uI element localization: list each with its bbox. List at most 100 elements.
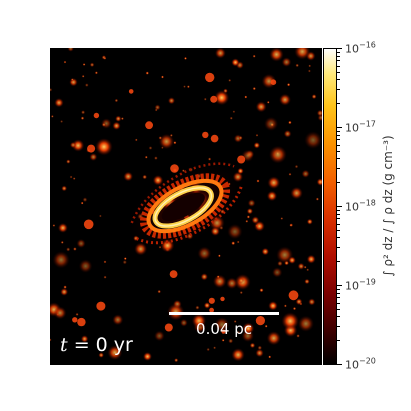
gas-clump [128,89,134,94]
gas-clump [60,240,64,244]
density-map-image [50,48,322,363]
gas-clump [304,278,310,285]
colorbar-tick [337,364,342,365]
gas-clump [255,133,259,137]
gas-clump [214,48,226,59]
gas-clump [216,275,220,279]
gas-clump [221,329,226,334]
gas-clump [197,246,212,261]
gas-clump [316,178,322,186]
gas-clump [288,120,292,125]
gas-clump [256,179,260,183]
gas-clump [184,56,187,60]
time-value: = 0 yr [73,334,133,356]
gas-clump [205,72,215,83]
gas-clump [123,171,134,182]
gas-clump [71,139,85,152]
gas-clump [143,352,152,361]
gas-clump [267,176,281,190]
gas-clump [191,313,207,328]
gas-clump [94,71,98,75]
gas-clump [303,265,307,269]
colorbar-minor-tick [337,308,340,310]
gas-clump [83,219,94,230]
central-disk [127,162,244,248]
gas-clump [233,320,237,323]
colorbar-minor-tick [337,288,340,290]
gas-clump [103,260,107,264]
gas-clump [307,69,311,73]
gas-clump [288,172,292,176]
gas-clump [214,317,230,332]
colorbar-minor-tick [337,144,340,146]
gas-clump [161,146,164,150]
colorbar-tick [337,127,342,128]
gas-clump [103,275,107,279]
gas-clump [180,318,188,327]
scale-bar-label: 0.04 pc [196,320,252,338]
gas-clump [142,174,148,180]
gas-clump [245,219,249,223]
colorbar-minor-tick [337,139,340,141]
gas-clump [98,352,104,358]
gas-clump [70,78,74,81]
gas-clump [272,267,283,278]
gas-clump [268,301,278,311]
gas-clump [60,120,64,123]
gas-clump [246,215,251,219]
gas-clump [183,85,186,88]
gas-clump [261,247,270,256]
gas-clump [154,108,158,112]
gas-clump [95,138,113,156]
gas-clump [281,57,292,67]
gas-clump [173,141,177,145]
gas-clump [145,71,149,75]
gas-clump [238,277,245,284]
gas-clump [61,185,68,192]
gas-clump [158,136,163,140]
gas-clump [283,129,292,138]
colorbar-minor-tick [337,89,340,91]
time-symbol: t [60,334,68,356]
gas-clump [264,324,268,328]
colorbar-tick-label: 10−16 [345,40,376,56]
gas-clump [52,224,56,227]
gas-clump [255,348,264,358]
gas-clump [96,301,106,311]
gas-clump [89,62,95,68]
gas-clump [207,157,212,161]
gas-clump [107,345,123,360]
gas-clump [297,315,314,332]
colorbar-tick-label: 10−20 [345,356,376,372]
gas-clump [154,330,165,342]
gas-clump [315,197,319,201]
gas-clump [103,56,107,60]
colorbar [323,48,337,365]
gas-clump [308,298,316,306]
gas-clump [75,312,79,316]
gas-clump [241,329,254,342]
colorbar-minor-tick [337,213,340,215]
colorbar-minor-tick [337,60,340,62]
gas-clump [252,86,256,91]
gas-clump [294,48,311,60]
colorbar-minor-tick [337,292,340,294]
colorbar-minor-tick [337,247,340,249]
gas-clump [264,116,279,131]
gas-clump [255,316,265,326]
colorbar-title: ∫ ρ² dz / ∫ ρ dz (g cm⁻³) [381,135,395,277]
colorbar-tick [337,48,342,49]
gas-clump [169,270,178,278]
gas-clump [120,117,124,121]
gas-clump [218,254,221,258]
gas-clump [69,175,73,179]
colorbar-minor-tick [337,223,340,225]
gas-clump [115,115,122,122]
gas-clump [209,307,215,313]
gas-clump [221,338,225,342]
colorbar-minor-tick [337,297,340,299]
gas-clump [203,302,211,309]
gas-clump [82,63,86,66]
gas-clump [236,240,240,244]
gas-clump [259,288,264,293]
